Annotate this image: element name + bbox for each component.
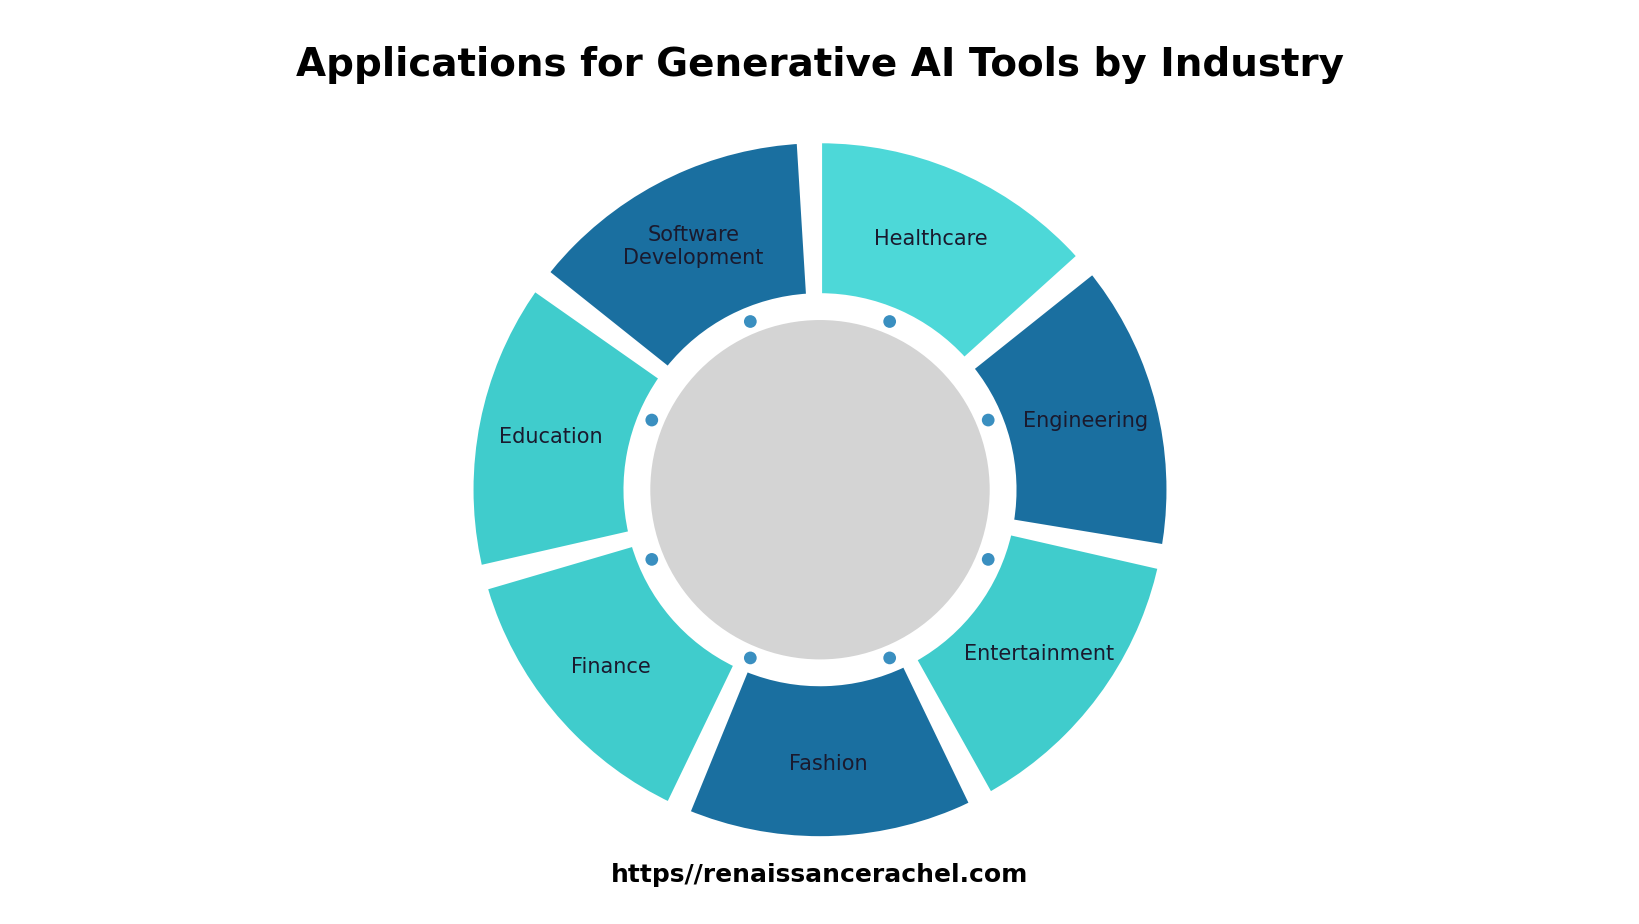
Wedge shape — [480, 544, 736, 808]
Text: Finance: Finance — [570, 657, 651, 677]
Circle shape — [744, 315, 756, 328]
Text: Applications for Generative AI Tools by Industry: Applications for Generative AI Tools by … — [295, 46, 1344, 84]
Circle shape — [651, 320, 988, 660]
Text: https//renaissancerachel.com: https//renaissancerachel.com — [611, 863, 1028, 887]
Wedge shape — [972, 269, 1174, 547]
Circle shape — [883, 315, 895, 328]
Text: Fashion: Fashion — [788, 754, 867, 773]
Text: Software
Development: Software Development — [623, 225, 764, 268]
Wedge shape — [543, 137, 808, 369]
Circle shape — [744, 651, 756, 664]
Wedge shape — [465, 136, 1174, 844]
Wedge shape — [465, 286, 661, 568]
Text: Engineering: Engineering — [1023, 410, 1147, 431]
Wedge shape — [687, 665, 974, 844]
Circle shape — [646, 553, 657, 565]
Text: Entertainment: Entertainment — [964, 644, 1115, 664]
Wedge shape — [624, 296, 1015, 684]
Wedge shape — [915, 533, 1164, 798]
Circle shape — [982, 414, 993, 426]
Text: Education: Education — [498, 427, 603, 447]
Wedge shape — [820, 136, 1082, 359]
Text: Healthcare: Healthcare — [874, 229, 987, 249]
Circle shape — [982, 553, 993, 565]
Circle shape — [883, 651, 895, 664]
Circle shape — [646, 414, 657, 426]
